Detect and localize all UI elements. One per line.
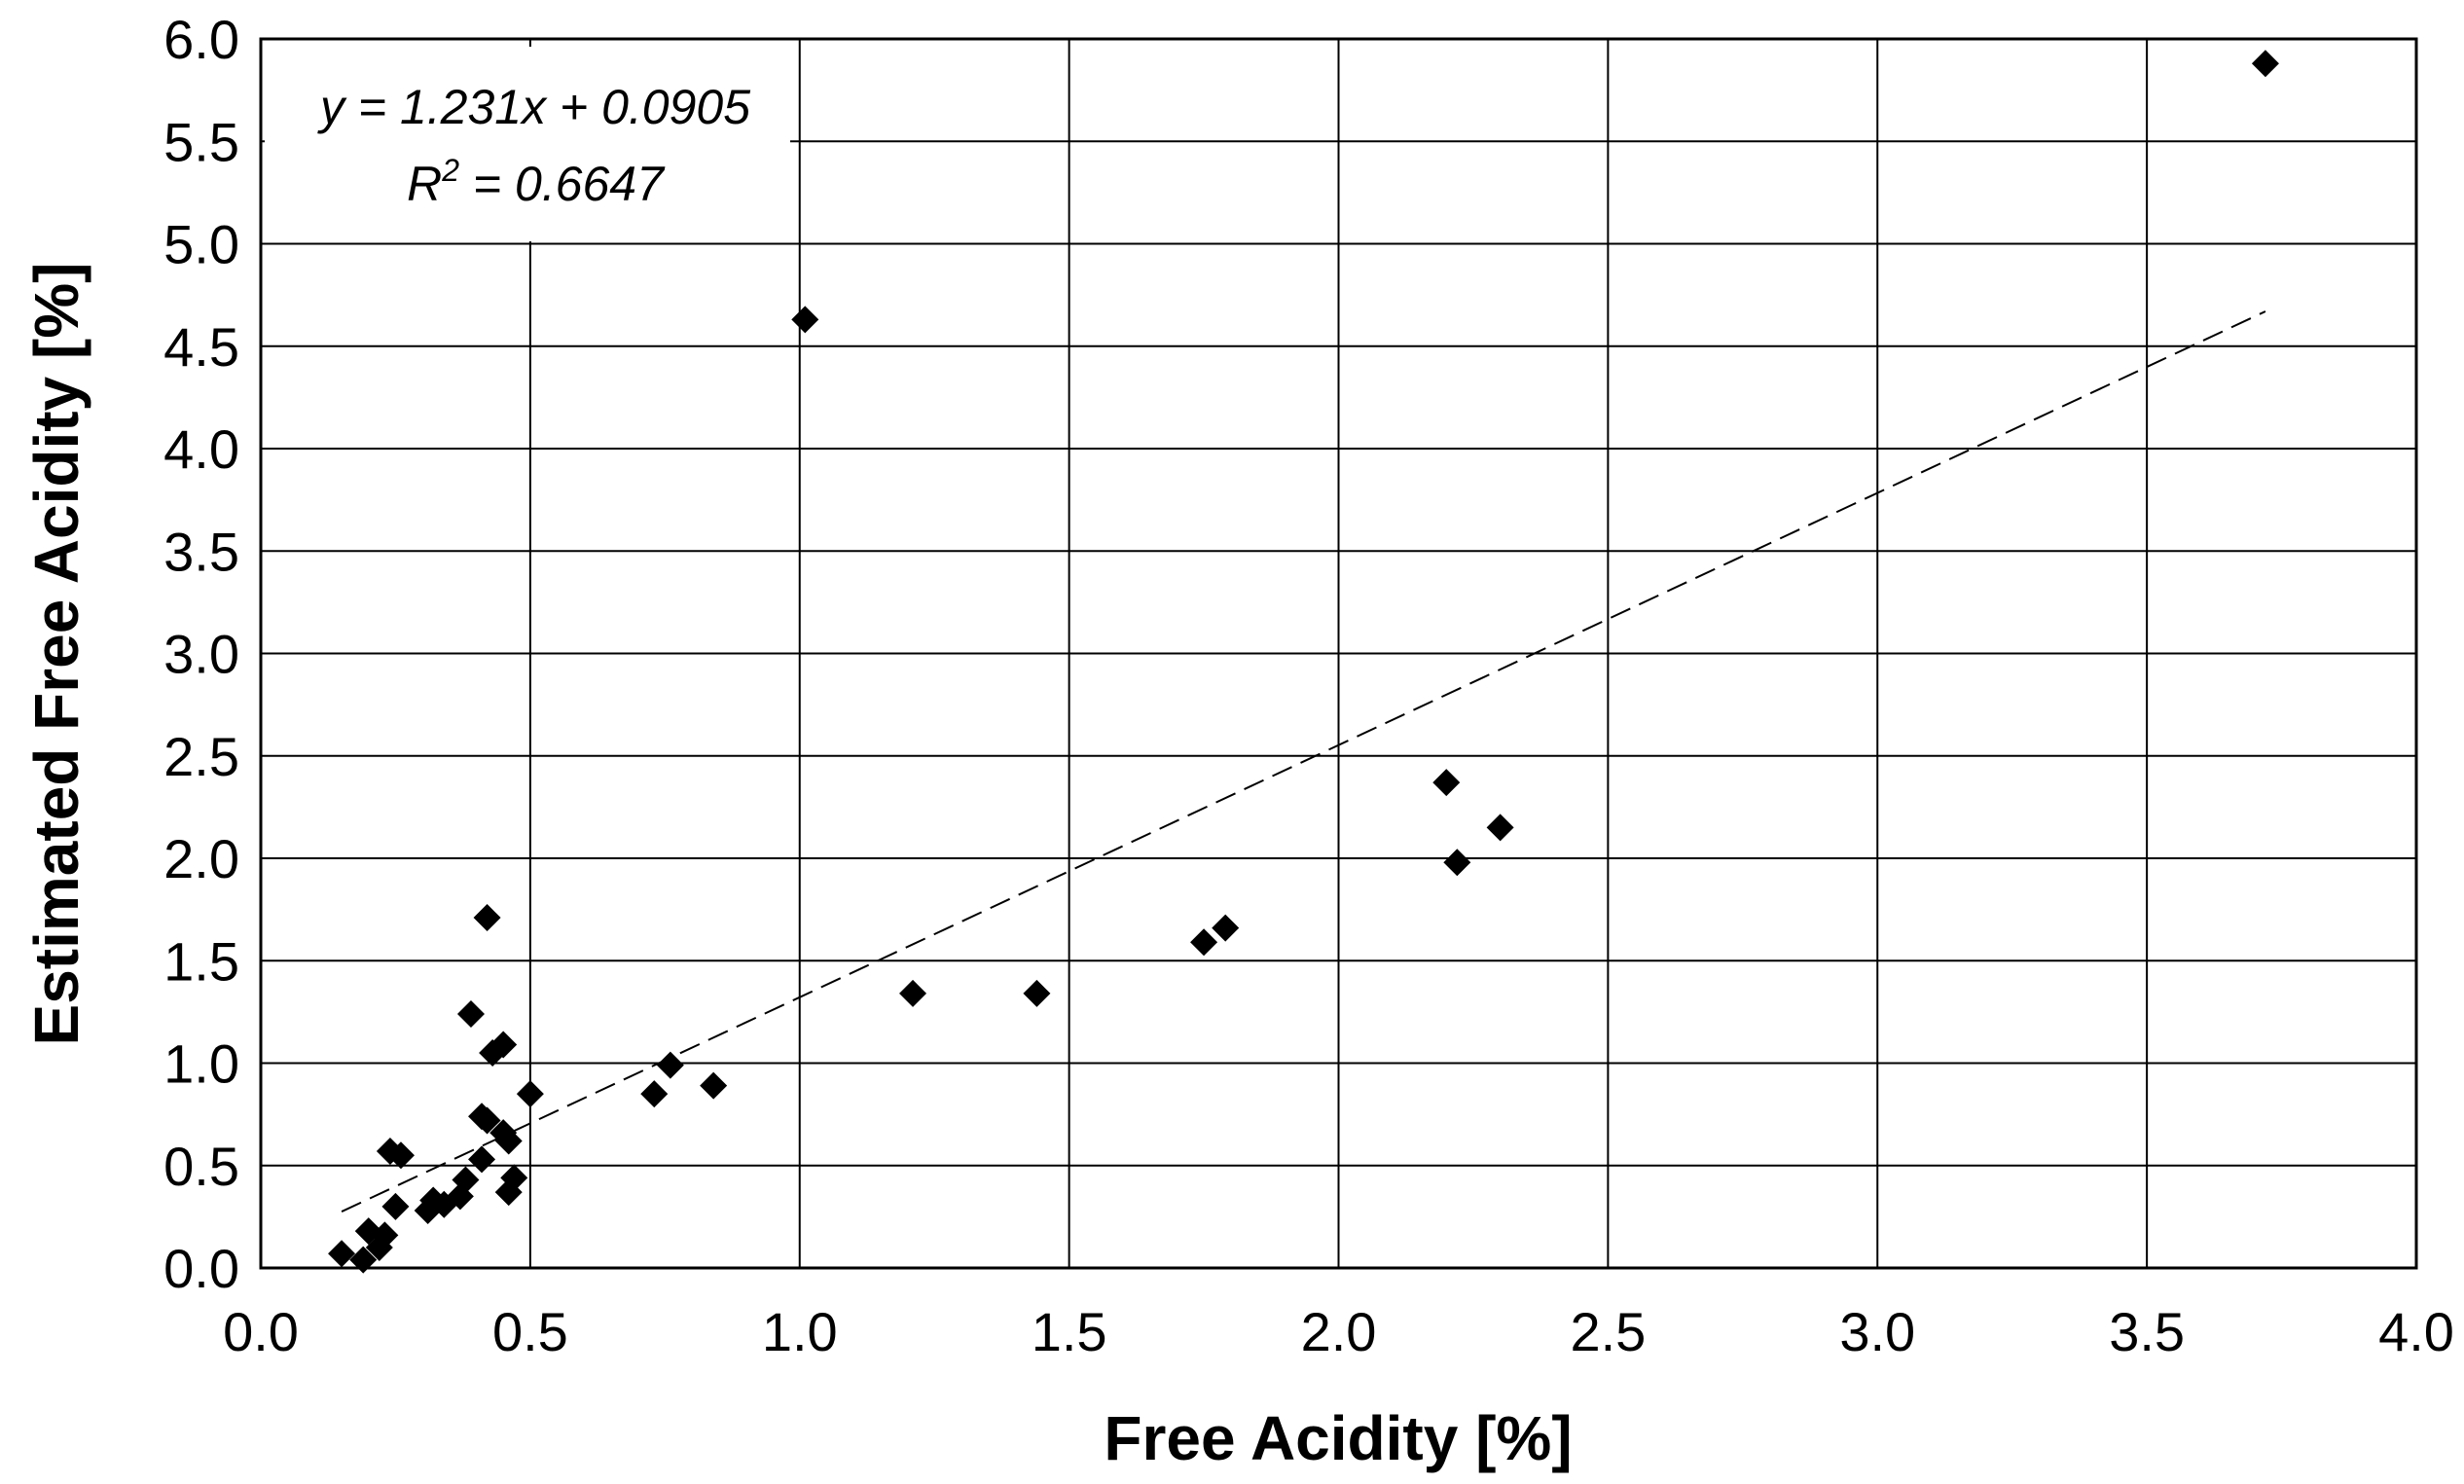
plot-area-frame: [259, 37, 2418, 1270]
x-tick-label: 1.5: [1032, 1301, 1107, 1362]
data-point: [386, 1141, 415, 1170]
x-tick-label: 1.0: [762, 1301, 838, 1362]
y-tick-label: 4.5: [163, 316, 239, 378]
y-axis-tick-labels: 0.0 0.5 1.0 1.5 2.0 2.5 3.0 3.5 4.0 4.5 5.0 5.5 6.0: [163, 9, 239, 1299]
data-point: [516, 1080, 544, 1108]
data-point: [494, 1127, 523, 1155]
data-point: [452, 1166, 480, 1194]
equation-box: y = 1.231x + 0.0905 R2 = 0.6647: [265, 47, 790, 241]
r-squared-base: R: [407, 157, 442, 211]
data-points: [328, 50, 2279, 1274]
y-tick-label: 0.5: [163, 1136, 239, 1197]
x-tick-label: 0.0: [223, 1301, 299, 1362]
data-point: [791, 306, 819, 334]
y-tick-label: 1.0: [163, 1033, 239, 1095]
data-point: [700, 1071, 728, 1100]
data-point: [2251, 50, 2279, 78]
data-point: [899, 979, 927, 1007]
x-axis-title: Free Acidity [%]: [1104, 1403, 1572, 1473]
y-tick-label: 2.0: [163, 828, 239, 889]
data-point: [500, 1164, 528, 1192]
x-tick-label: 2.0: [1301, 1301, 1377, 1362]
data-point: [1023, 979, 1051, 1007]
y-tick-label: 6.0: [163, 9, 239, 70]
data-point: [468, 1145, 496, 1174]
y-tick-label: 5.5: [163, 111, 239, 172]
data-point: [640, 1080, 669, 1108]
data-point: [656, 1051, 684, 1079]
data-point: [456, 999, 485, 1028]
trendline-equation: y = 1.231x + 0.0905: [317, 80, 750, 134]
y-tick-label: 4.0: [163, 418, 239, 480]
r-squared-value: = 0.6647: [459, 157, 666, 211]
x-tick-label: 2.5: [1570, 1301, 1646, 1362]
y-tick-label: 0.0: [163, 1238, 239, 1299]
data-point: [328, 1240, 356, 1268]
x-tick-label: 4.0: [2378, 1301, 2454, 1362]
data-point: [489, 1031, 518, 1059]
y-axis-title: Estimated Free Acidity [%]: [21, 263, 91, 1046]
data-point: [381, 1192, 410, 1220]
y-tick-label: 1.5: [163, 930, 239, 992]
data-point: [1190, 928, 1218, 957]
data-point: [1486, 814, 1514, 842]
data-point: [1443, 849, 1471, 877]
x-tick-label: 3.0: [1839, 1301, 1915, 1362]
data-point: [473, 1106, 501, 1135]
x-tick-label: 3.5: [2109, 1301, 2185, 1362]
r-squared-exponent: 2: [441, 153, 459, 188]
y-tick-label: 3.0: [163, 624, 239, 685]
data-point: [473, 904, 501, 932]
data-point: [1432, 769, 1461, 797]
equation-box-background: [265, 47, 790, 241]
data-point: [1212, 914, 1240, 942]
data-point: [371, 1221, 399, 1249]
y-tick-label: 2.5: [163, 726, 239, 787]
x-axis-tick-labels: 0.0 0.5 1.0 1.5 2.0 2.5 3.0 3.5 4.0: [223, 1301, 2454, 1362]
y-tick-label: 3.5: [163, 521, 239, 582]
x-tick-label: 0.5: [492, 1301, 568, 1362]
r-squared-label: R2 = 0.6647: [407, 153, 666, 211]
y-tick-label: 5.0: [163, 214, 239, 275]
